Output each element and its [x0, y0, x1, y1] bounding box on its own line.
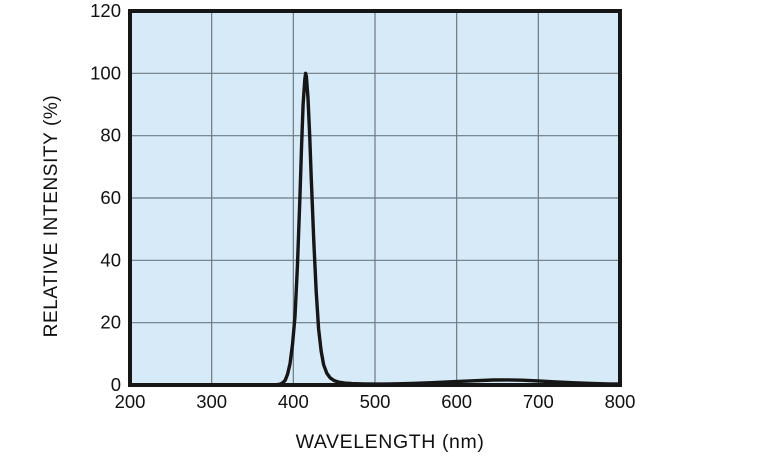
x-tick-label: 200: [115, 391, 146, 412]
y-tick-label: 60: [100, 187, 121, 208]
x-tick-label: 600: [441, 391, 472, 412]
y-tick-label: 40: [100, 249, 121, 270]
x-tick-label: 500: [360, 391, 391, 412]
x-tick-label: 700: [523, 391, 554, 412]
y-tick-label: 100: [90, 62, 121, 83]
plot-layer: 200 300 400 500 600 700 800 0 20 40 60 80 100 120: [90, 0, 635, 412]
x-tick-label: 800: [605, 391, 636, 412]
y-tick-label: 120: [90, 0, 121, 21]
x-axis-label: WAVELENGTH (nm): [296, 431, 485, 453]
plot-frame: [128, 9, 622, 387]
x-tick-label: 300: [196, 391, 227, 412]
x-tick-label: 400: [278, 391, 309, 412]
y-tick-label: 20: [100, 312, 121, 333]
y-tick-label: 0: [111, 374, 121, 395]
y-tick-label: 80: [100, 125, 121, 146]
y-axis-label: RELATIVE INTENSITY (%): [41, 95, 62, 338]
